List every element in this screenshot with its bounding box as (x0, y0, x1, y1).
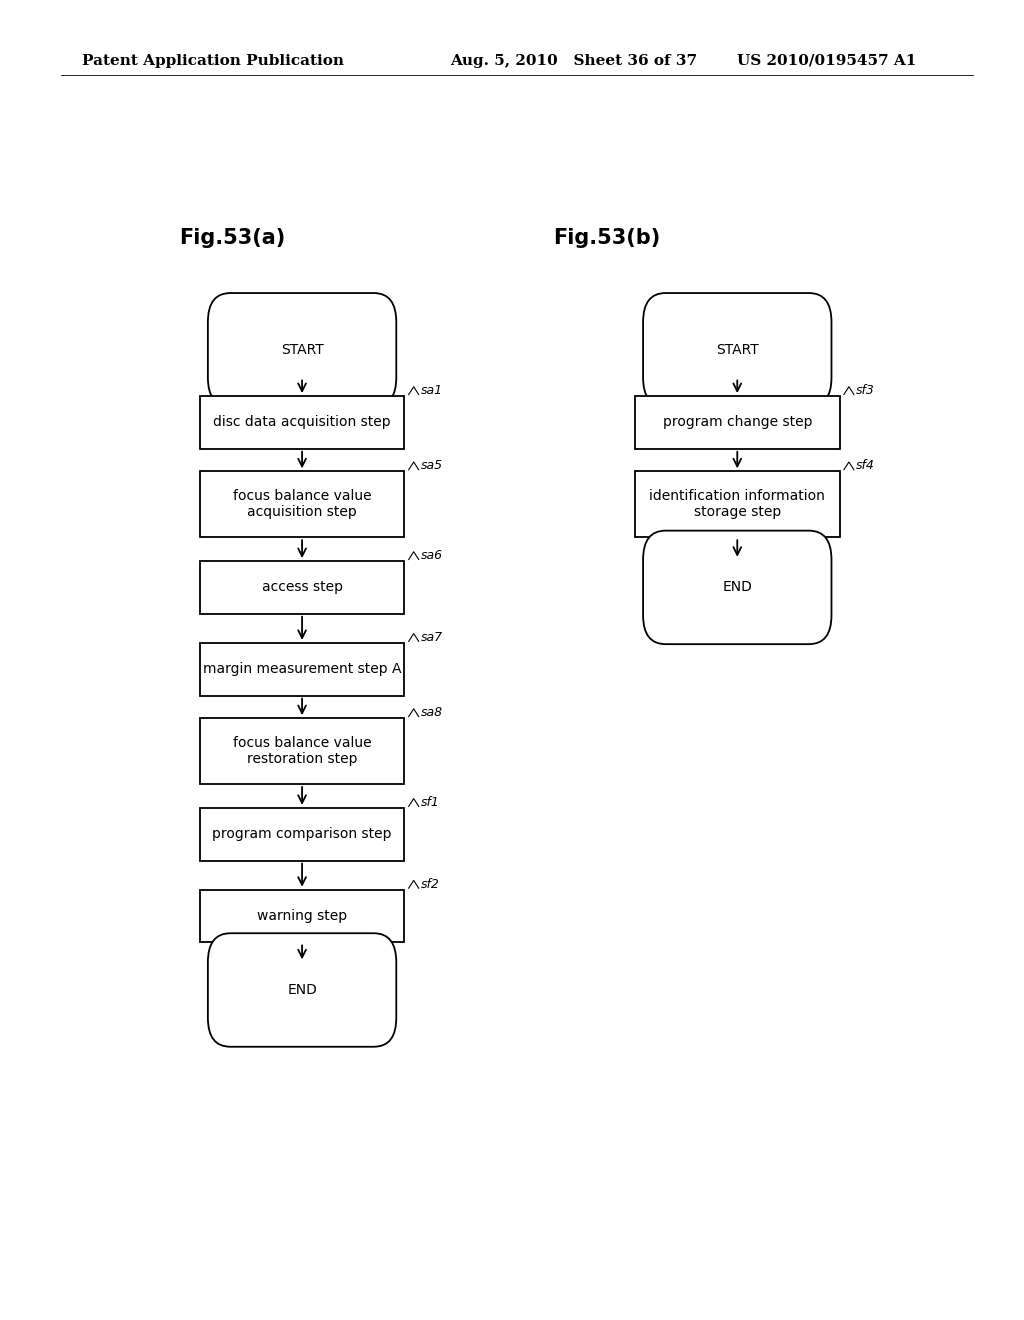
Text: US 2010/0195457 A1: US 2010/0195457 A1 (737, 54, 916, 67)
Text: margin measurement step A: margin measurement step A (203, 663, 401, 676)
Text: disc data acquisition step: disc data acquisition step (213, 416, 391, 429)
Text: Aug. 5, 2010   Sheet 36 of 37: Aug. 5, 2010 Sheet 36 of 37 (451, 54, 697, 67)
Bar (200, 396, 404, 449)
Text: sa1: sa1 (421, 384, 443, 397)
Bar (200, 718, 404, 784)
Text: sa6: sa6 (421, 549, 443, 562)
Bar (200, 561, 404, 614)
Text: END: END (722, 581, 753, 594)
Text: END: END (287, 983, 317, 997)
Text: identification information
storage step: identification information storage step (649, 490, 825, 519)
Text: sa8: sa8 (421, 706, 443, 719)
Text: focus balance value
restoration step: focus balance value restoration step (232, 737, 372, 766)
Bar (200, 471, 404, 537)
Text: START: START (281, 343, 324, 356)
Text: sf3: sf3 (856, 384, 874, 397)
Text: focus balance value
acquisition step: focus balance value acquisition step (232, 490, 372, 519)
Text: sa5: sa5 (421, 459, 443, 473)
Text: sf2: sf2 (421, 878, 439, 891)
Text: program change step: program change step (663, 416, 812, 429)
Bar (200, 643, 404, 696)
Bar (200, 808, 404, 861)
Text: program comparison step: program comparison step (212, 828, 392, 841)
Text: Fig.53(b): Fig.53(b) (553, 227, 660, 248)
FancyBboxPatch shape (643, 293, 831, 407)
Text: Fig.53(a): Fig.53(a) (179, 227, 286, 248)
Bar (200, 890, 404, 942)
Bar (635, 396, 840, 449)
FancyBboxPatch shape (208, 933, 396, 1047)
FancyBboxPatch shape (208, 293, 396, 407)
Text: sf4: sf4 (856, 459, 874, 473)
Text: sf1: sf1 (421, 796, 439, 809)
Text: warning step: warning step (257, 909, 347, 923)
Text: access step: access step (261, 581, 343, 594)
Bar (635, 471, 840, 537)
Text: Patent Application Publication: Patent Application Publication (82, 54, 344, 67)
Text: sa7: sa7 (421, 631, 443, 644)
Text: START: START (716, 343, 759, 356)
FancyBboxPatch shape (643, 531, 831, 644)
